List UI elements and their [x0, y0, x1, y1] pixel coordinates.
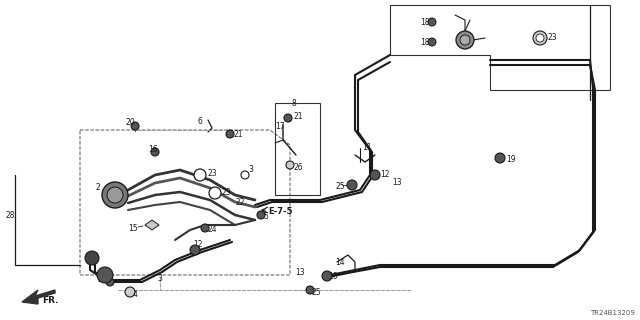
Text: 23: 23 [222, 188, 232, 197]
Circle shape [201, 224, 209, 232]
Circle shape [85, 251, 99, 265]
Circle shape [370, 170, 380, 180]
Text: 25: 25 [312, 288, 322, 297]
Text: 5: 5 [263, 212, 268, 221]
Polygon shape [145, 220, 159, 230]
Circle shape [306, 286, 314, 294]
Circle shape [194, 169, 206, 181]
Text: 13: 13 [295, 268, 305, 277]
Text: E-7-5: E-7-5 [268, 207, 292, 216]
Text: 22: 22 [235, 198, 244, 207]
Text: 26: 26 [294, 163, 303, 172]
Circle shape [97, 267, 113, 283]
Text: 15: 15 [128, 224, 138, 233]
Circle shape [106, 278, 114, 286]
Circle shape [533, 31, 547, 45]
Text: 18: 18 [420, 38, 429, 47]
Text: 11: 11 [362, 143, 371, 152]
Circle shape [284, 114, 292, 122]
Circle shape [241, 171, 249, 179]
Text: 23: 23 [207, 169, 216, 178]
Circle shape [209, 187, 221, 199]
Circle shape [125, 287, 135, 297]
Text: 14: 14 [335, 258, 344, 267]
Text: 6: 6 [198, 117, 203, 126]
Text: 18: 18 [420, 18, 429, 27]
Text: 20: 20 [125, 118, 134, 127]
Circle shape [107, 187, 123, 203]
Text: TR24B13209: TR24B13209 [590, 310, 635, 316]
Circle shape [190, 245, 200, 255]
Circle shape [456, 31, 474, 49]
Circle shape [286, 161, 294, 169]
Circle shape [495, 153, 505, 163]
Text: 3: 3 [248, 165, 253, 174]
Circle shape [102, 182, 128, 208]
Text: 16: 16 [148, 145, 157, 154]
Circle shape [257, 211, 265, 219]
Text: 28: 28 [5, 211, 15, 220]
Text: 2: 2 [95, 183, 100, 192]
Circle shape [347, 180, 357, 190]
Polygon shape [22, 290, 55, 304]
Text: 27: 27 [98, 275, 108, 284]
Text: 10: 10 [328, 272, 338, 281]
Text: 24: 24 [207, 225, 216, 234]
Text: 17: 17 [275, 122, 285, 131]
Text: 12: 12 [380, 170, 390, 179]
Circle shape [131, 122, 139, 130]
Text: 21: 21 [293, 112, 303, 121]
Text: FR.: FR. [42, 296, 58, 305]
Bar [275, 103, 320, 195]
Text: 19: 19 [506, 155, 516, 164]
Circle shape [151, 148, 159, 156]
Circle shape [460, 35, 470, 45]
Circle shape [322, 271, 332, 281]
Text: 13: 13 [392, 178, 402, 187]
Text: 12: 12 [193, 240, 202, 249]
Text: 23: 23 [547, 33, 557, 42]
Text: 4: 4 [133, 290, 138, 299]
Circle shape [226, 130, 234, 138]
Text: 8: 8 [291, 99, 296, 108]
Circle shape [536, 34, 544, 42]
Text: 3: 3 [157, 274, 162, 283]
Text: 21: 21 [233, 130, 243, 139]
Circle shape [428, 18, 436, 26]
Circle shape [428, 38, 436, 46]
Text: 25: 25 [336, 182, 346, 191]
